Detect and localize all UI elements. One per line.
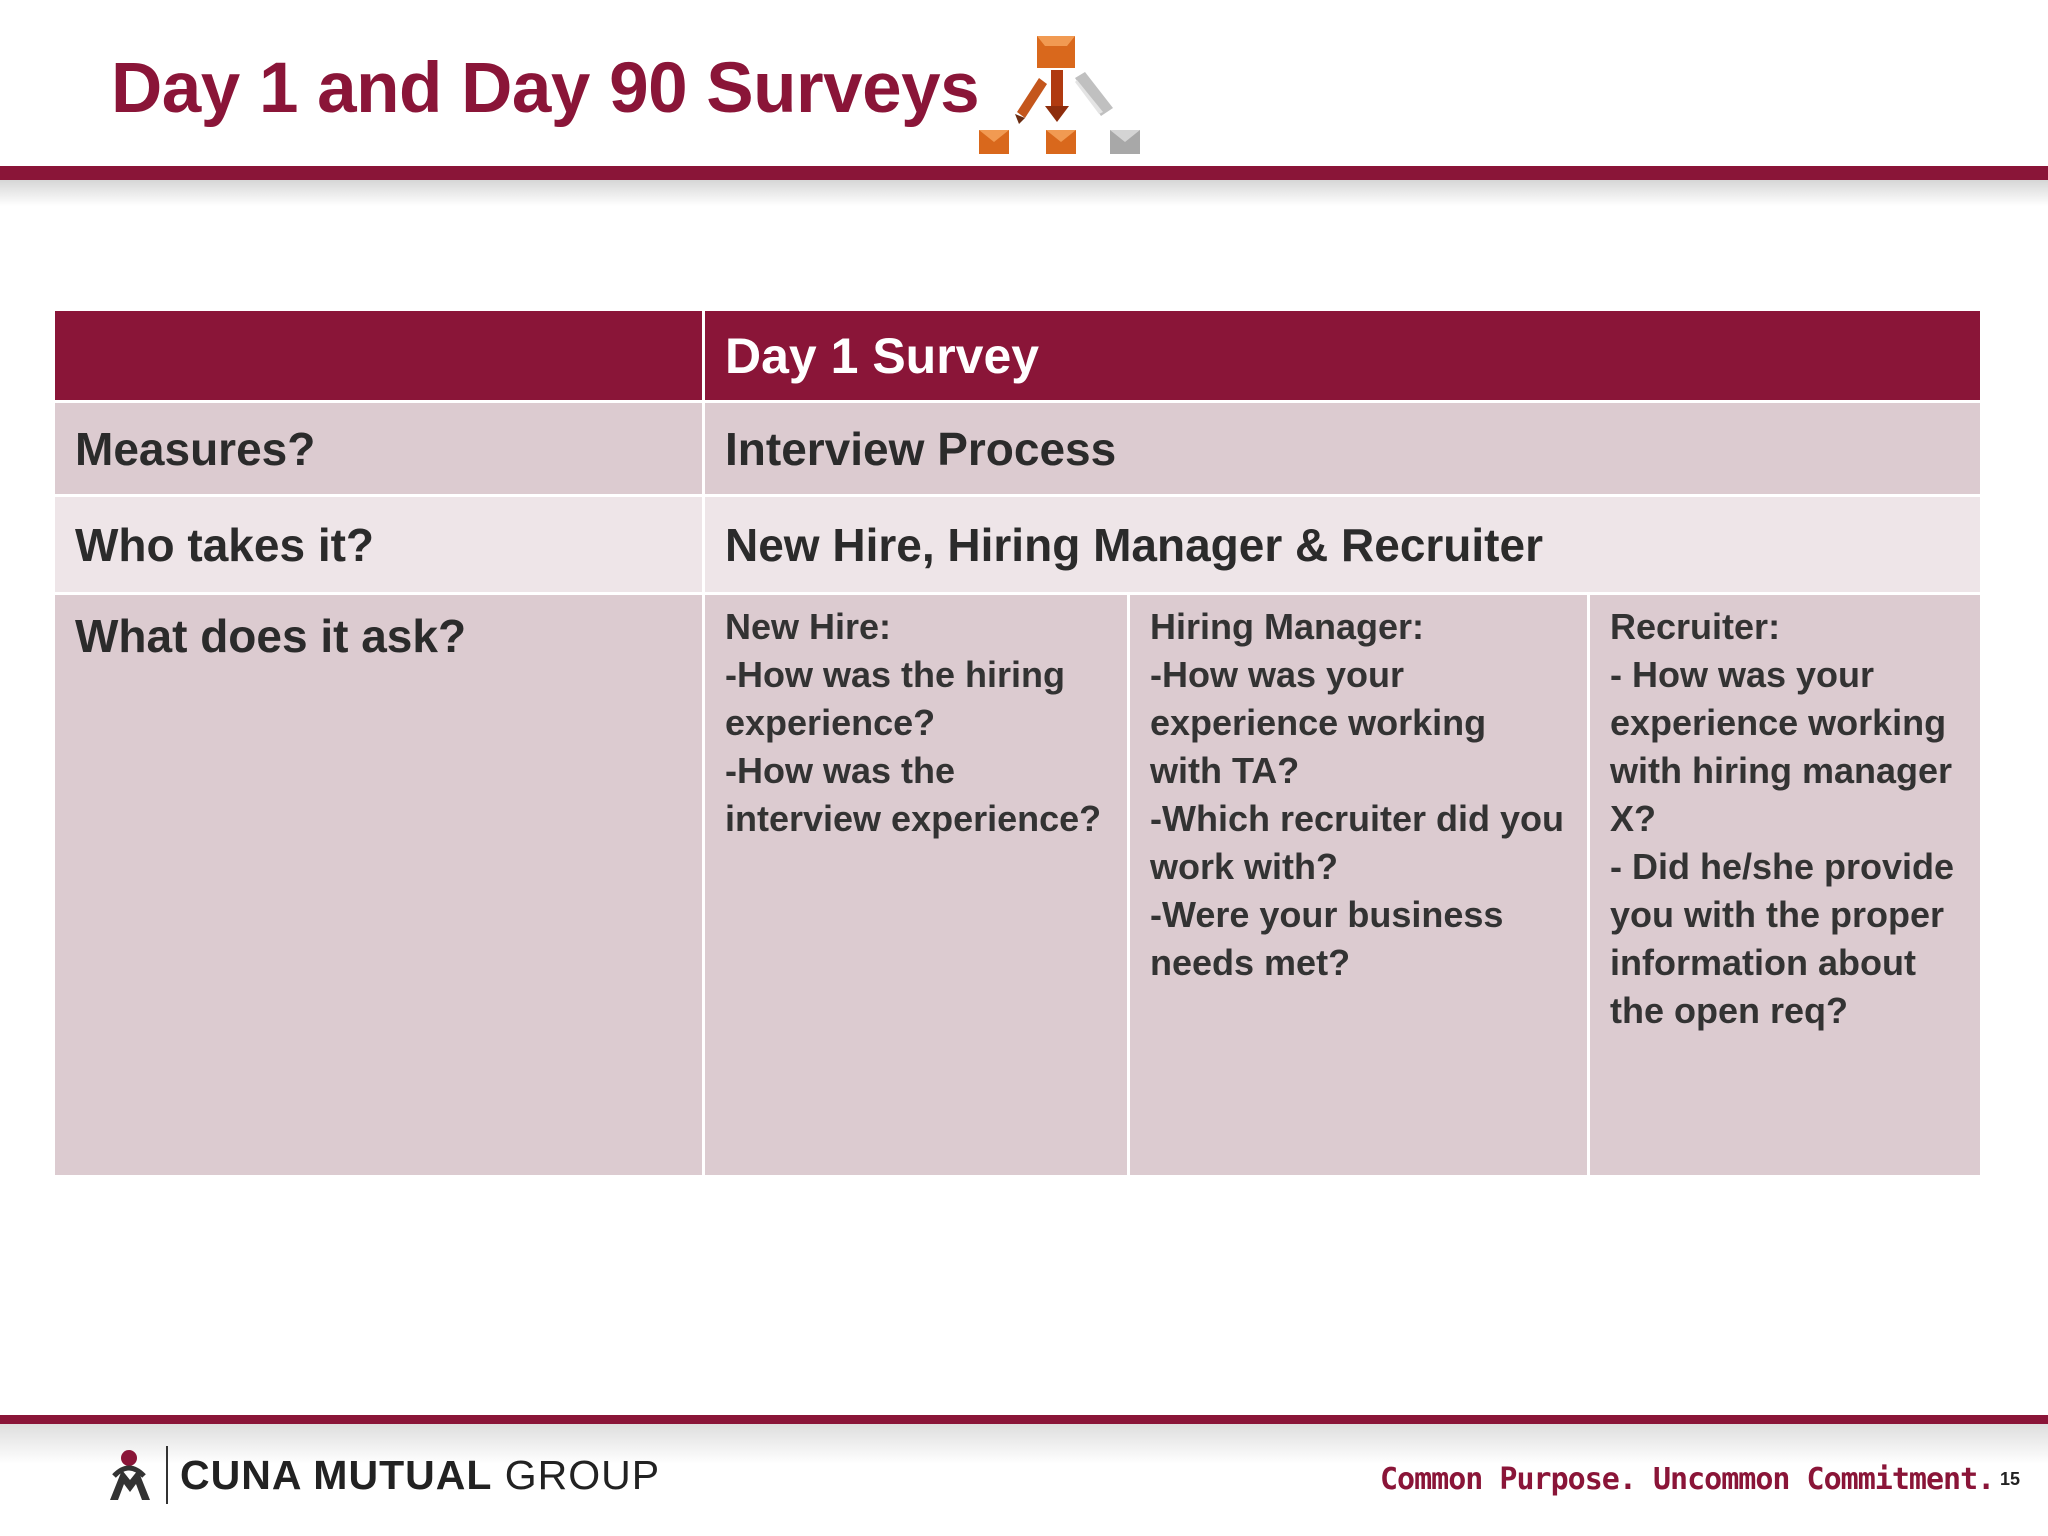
company-logo-text: CUNA MUTUAL GROUP: [180, 1452, 660, 1499]
who-label: Who takes it?: [52, 494, 705, 595]
recruiter-heading: Recruiter:: [1610, 606, 1781, 647]
question-item: -Which recruiter did you work with?: [1150, 798, 1565, 887]
recruiter-questions: Recruiter: - How was your experience wor…: [1587, 592, 1983, 1178]
logo-text-bold: CUNA MUTUAL: [180, 1452, 493, 1498]
page-number: 15: [2000, 1469, 2021, 1489]
table-row-who: Who takes it? New Hire, Hiring Manager &…: [52, 494, 1983, 595]
footer-divider: [0, 1415, 2048, 1424]
question-item: -How was the interview experience?: [725, 750, 1102, 839]
header-divider: [0, 166, 2048, 180]
question-item: -How was the hiring experience?: [725, 654, 1066, 743]
question-item: - How was your experience working with h…: [1610, 654, 1953, 839]
who-value: New Hire, Hiring Manager & Recruiter: [702, 494, 1983, 595]
question-item: -How was your experience working with TA…: [1150, 654, 1487, 791]
ask-label: What does it ask?: [52, 592, 705, 1178]
table-row-ask: What does it ask? New Hire: -How was the…: [52, 592, 1983, 1178]
cuna-logo-icon: [110, 1450, 150, 1500]
footer-shadow: [0, 1424, 2048, 1464]
hiring-manager-heading: Hiring Manager:: [1150, 606, 1425, 647]
question-item: -Were your business needs met?: [1150, 894, 1504, 983]
measures-value: Interview Process: [702, 400, 1983, 497]
new-hire-questions: New Hire: -How was the hiring experience…: [702, 592, 1130, 1178]
header-empty-cell: [52, 308, 705, 403]
logo-divider: [166, 1446, 168, 1504]
table-header-row: Day 1 Survey: [52, 308, 1983, 403]
hiring-manager-questions: Hiring Manager: -How was your experience…: [1127, 592, 1590, 1178]
header-day1-survey: Day 1 Survey: [702, 308, 1983, 403]
table-row-measures: Measures? Interview Process: [52, 400, 1983, 497]
footer-tagline: Common Purpose. Uncommon Commitment.: [1380, 1462, 1995, 1497]
org-chart-pyramid-icon: [979, 36, 1140, 154]
new-hire-heading: New Hire:: [725, 606, 892, 647]
slide-title: Day 1 and Day 90 Surveys: [111, 49, 980, 128]
question-item: - Did he/she provide you with the proper…: [1610, 846, 1955, 1031]
header-shadow: [0, 180, 2048, 206]
logo-text-light: GROUP: [492, 1452, 661, 1498]
survey-table: Day 1 Survey Measures? Interview Process…: [52, 308, 1983, 1178]
measures-label: Measures?: [52, 400, 705, 497]
